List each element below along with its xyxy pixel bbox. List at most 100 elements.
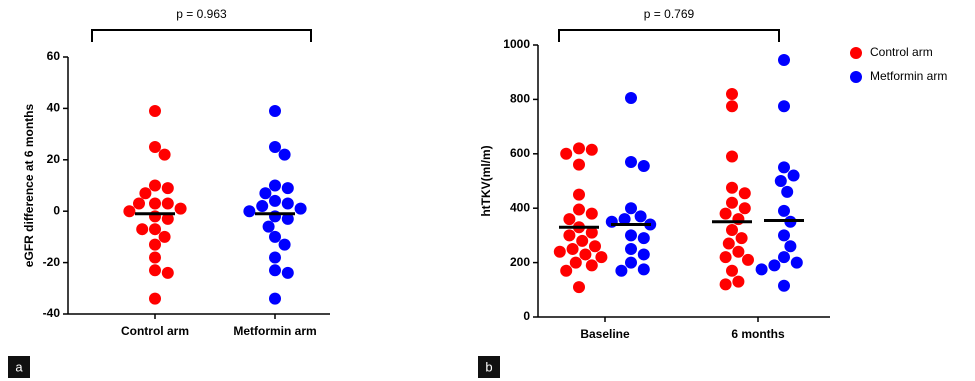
y-tick-label: 1000 <box>503 37 530 51</box>
legend-label: Metformin arm <box>870 69 947 83</box>
data-point <box>158 230 171 243</box>
data-point <box>269 179 281 192</box>
data-point <box>262 220 275 233</box>
panel-label-box <box>478 356 500 378</box>
data-point <box>585 207 598 220</box>
data-point <box>123 205 136 218</box>
data-point <box>281 197 294 210</box>
data-point <box>585 143 598 156</box>
data-point <box>563 213 576 226</box>
data-point <box>755 263 768 276</box>
x-tick-label: Metformin arm <box>233 324 316 338</box>
data-point <box>281 182 294 195</box>
data-point <box>149 104 161 117</box>
y-tick-label: 60 <box>47 49 61 63</box>
y-axis-label: eGFR difference at 6 months <box>22 103 36 267</box>
data-point <box>259 187 272 200</box>
data-point <box>573 281 585 294</box>
data-point <box>625 229 637 242</box>
data-point <box>149 238 161 251</box>
data-point <box>566 243 579 255</box>
y-tick-label: 600 <box>510 146 530 160</box>
y-tick-label: -20 <box>43 255 61 269</box>
data-point <box>563 229 576 242</box>
data-point <box>722 237 735 250</box>
data-point <box>719 278 732 291</box>
data-point <box>726 100 738 113</box>
data-point <box>161 182 174 195</box>
data-point <box>778 229 790 242</box>
data-point <box>625 155 637 168</box>
data-point <box>149 251 161 264</box>
data-point <box>790 256 803 269</box>
data-point <box>585 259 598 272</box>
data-point <box>573 158 585 171</box>
data-point <box>768 259 781 272</box>
data-point <box>161 197 174 210</box>
data-point <box>732 245 745 258</box>
data-point <box>738 202 751 215</box>
data-point <box>281 212 294 225</box>
data-point <box>560 147 573 160</box>
significance-bracket <box>91 29 312 42</box>
data-point <box>278 148 291 161</box>
data-point <box>618 213 631 226</box>
data-point <box>573 188 585 201</box>
data-point <box>637 263 650 276</box>
data-point <box>269 194 281 207</box>
data-point <box>778 204 790 217</box>
y-tick-label: 400 <box>510 200 530 214</box>
data-point <box>149 264 161 277</box>
data-point <box>784 240 797 253</box>
data-point <box>595 251 608 264</box>
data-point <box>174 202 187 215</box>
data-point <box>735 232 748 245</box>
y-tick-label: 800 <box>510 92 530 106</box>
data-point <box>149 210 161 223</box>
legend-marker <box>850 71 862 83</box>
data-point <box>778 251 790 264</box>
data-point <box>269 104 281 117</box>
data-point <box>136 223 149 236</box>
data-point <box>726 87 738 100</box>
data-point <box>573 203 585 216</box>
data-point <box>781 185 794 198</box>
annotation: p = 0.963 <box>176 7 227 21</box>
data-point <box>726 150 738 163</box>
data-point <box>149 140 161 153</box>
data-point <box>569 256 582 269</box>
data-point <box>615 264 628 277</box>
y-tick-label: 200 <box>510 255 530 269</box>
data-point <box>553 245 566 258</box>
data-point <box>778 53 790 66</box>
data-point <box>637 160 650 173</box>
legend-label: Control arm <box>870 45 933 59</box>
data-point <box>726 223 738 236</box>
data-point <box>269 140 281 153</box>
data-point <box>719 251 732 264</box>
data-point <box>637 232 650 245</box>
data-point <box>579 248 592 261</box>
data-point <box>149 179 161 192</box>
data-point <box>133 197 145 210</box>
data-point <box>585 226 598 239</box>
data-point <box>774 175 787 187</box>
y-tick-label: 20 <box>47 152 61 166</box>
data-point <box>560 264 573 277</box>
panel-label: b <box>485 359 492 374</box>
data-point <box>576 234 589 247</box>
data-point <box>787 169 800 182</box>
data-point <box>149 292 161 305</box>
data-point <box>161 266 174 279</box>
panel-label: a <box>15 359 23 374</box>
data-point <box>742 253 754 266</box>
legend-marker <box>850 47 862 59</box>
data-point <box>294 202 307 215</box>
data-point <box>637 248 650 261</box>
data-point <box>269 251 281 264</box>
data-point <box>589 240 601 253</box>
data-point <box>726 264 738 277</box>
x-tick-label: 6 months <box>731 327 785 341</box>
data-point <box>269 264 281 277</box>
